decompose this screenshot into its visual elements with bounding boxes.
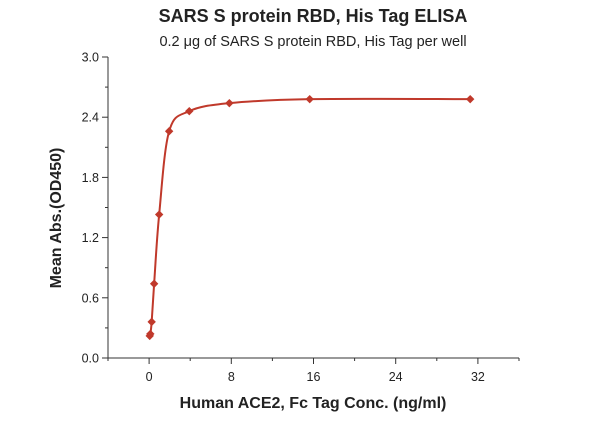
x-axis-label: Human ACE2, Fc Tag Conc. (ng/ml) [180, 395, 447, 412]
data-point-marker [305, 94, 314, 104]
x-ticks: 0 8 16 24 32 [107, 358, 520, 384]
data-point-marker [164, 127, 174, 136]
x-tick-label: 16 [307, 370, 321, 384]
chart-title: SARS S protein RBD, His Tag ELISA [159, 6, 468, 26]
data-point-marker [147, 317, 156, 327]
data-points [145, 94, 475, 341]
x-tick-label: 32 [471, 370, 485, 384]
y-axis-label: Mean Abs.(OD450) [48, 148, 65, 289]
y-tick-label: 3.0 [82, 51, 99, 65]
data-point-marker [154, 210, 164, 219]
data-point-marker [149, 279, 159, 288]
x-tick-label: 0 [146, 370, 153, 384]
axes [107, 57, 519, 359]
data-point-marker [465, 94, 475, 104]
chart-subtitle: 0.2 μg of SARS S protein RBD, His Tag pe… [159, 34, 466, 50]
y-tick-label: 0.6 [82, 291, 99, 305]
y-tick-label: 1.8 [82, 171, 99, 185]
x-tick-label: 8 [228, 370, 235, 384]
data-point-marker [146, 329, 155, 339]
y-tick-label: 1.2 [82, 231, 99, 245]
fit-curve [148, 97, 471, 337]
data-point-marker [185, 106, 194, 116]
data-point-marker [225, 98, 234, 108]
x-tick-label: 24 [389, 370, 403, 384]
y-tick-label: 2.4 [82, 111, 99, 125]
y-tick-label: 0.0 [82, 352, 99, 366]
y-ticks: 0.0 0.6 1.2 1.8 2.4 3.0 [82, 51, 108, 366]
